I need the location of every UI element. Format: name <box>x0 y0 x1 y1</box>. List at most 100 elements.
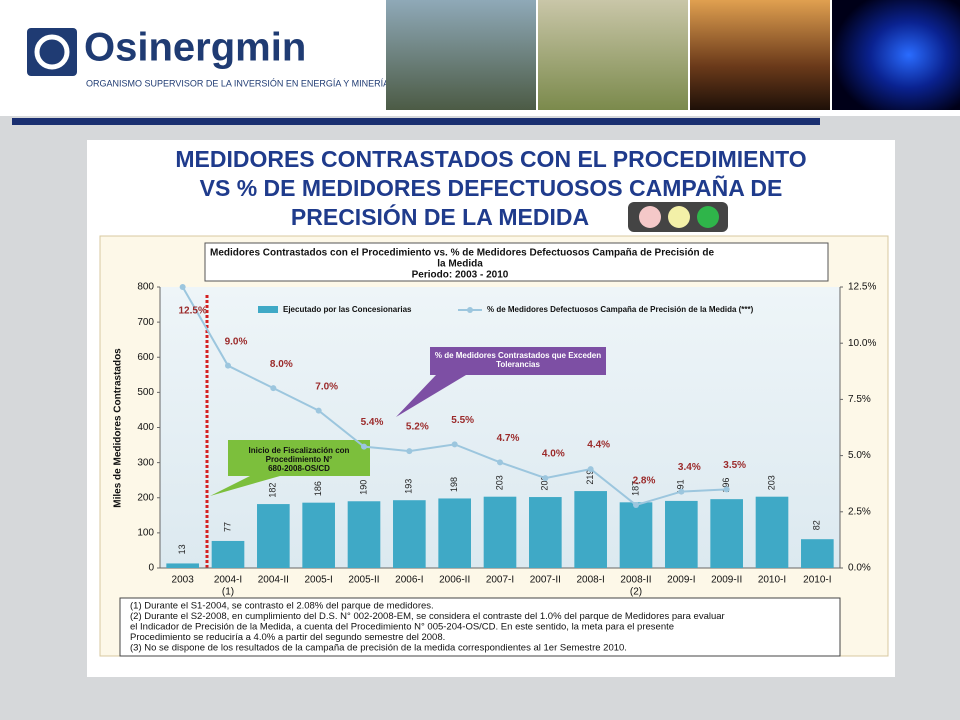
traffic-light <box>697 206 719 228</box>
bar <box>257 504 290 568</box>
line-marker <box>723 486 730 493</box>
y2-tick-label: 0.0% <box>848 563 871 574</box>
x-tick-label: 2007-II <box>530 575 561 586</box>
chart-title: la Medida <box>437 259 483 270</box>
notes-box <box>119 597 841 657</box>
line-marker <box>587 466 594 473</box>
bar-label: 186 <box>313 481 323 496</box>
bar <box>438 498 471 568</box>
bar-label: 187 <box>630 481 640 496</box>
bar <box>574 491 607 568</box>
bar-label: 193 <box>404 479 414 494</box>
line-label: 5.5% <box>451 415 474 426</box>
bar-label: 82 <box>812 520 822 530</box>
bar-label: 219 <box>585 470 595 485</box>
photo <box>386 0 536 110</box>
line-label: 5.4% <box>361 417 384 428</box>
x-tick-label: 2010-I <box>803 575 831 586</box>
y-tick-label: 600 <box>137 352 154 363</box>
y-tick-label: 700 <box>137 317 154 328</box>
photo <box>832 0 960 110</box>
y2-tick-label: 2.5% <box>848 506 871 517</box>
x-tick-label: 2003 <box>172 575 195 586</box>
line-label: 5.2% <box>406 422 429 433</box>
bar <box>302 502 335 568</box>
line-label: 3.5% <box>723 460 746 471</box>
line-label: 3.4% <box>678 462 701 473</box>
note: el Indicador de Precisión de la Medida, … <box>130 622 674 633</box>
line-label: 8.0% <box>270 359 293 370</box>
legend-label: % de Medidores Defectuosos Campaña de Pr… <box>487 305 754 314</box>
logo-icon <box>34 34 70 70</box>
y2-tick-label: 12.5% <box>848 282 876 293</box>
y-tick-label: 500 <box>137 387 154 398</box>
x-tick-note: (1) <box>222 587 234 598</box>
traffic-light <box>639 206 661 228</box>
x-tick-label: 2009-I <box>667 575 695 586</box>
line-marker <box>315 407 322 414</box>
line-marker <box>542 475 549 482</box>
slide-title: VS % DE MEDIDORES DEFECTUOSOS CAMPAÑA DE <box>200 174 783 201</box>
x-tick-label: 2004-I <box>214 575 242 586</box>
logo-text: Osinergmin <box>84 26 306 70</box>
traffic-light <box>668 206 690 228</box>
photo <box>690 0 830 110</box>
x-tick-note: (2) <box>630 587 642 598</box>
line-marker <box>633 502 639 509</box>
legend-swatch <box>467 307 473 313</box>
y2-tick-label: 5.0% <box>848 450 871 461</box>
line-marker <box>270 385 277 392</box>
bar <box>393 500 426 568</box>
slide-title: PRECISIÓN DE LA MEDIDA <box>291 203 589 230</box>
y2-tick-label: 10.0% <box>848 338 876 349</box>
bar-label: 77 <box>222 522 232 532</box>
bar <box>483 496 517 568</box>
bar-label: 198 <box>449 477 459 492</box>
bar-label: 13 <box>177 544 187 554</box>
x-tick-label: 2006-I <box>395 575 423 586</box>
y-tick-label: 400 <box>137 422 154 433</box>
bar <box>619 502 653 568</box>
note: Procedimiento se reduciría a 4.0% a part… <box>130 632 445 643</box>
bar-label: 196 <box>721 478 731 493</box>
y-axis-label: Miles de Medidores Contrastados <box>113 348 124 508</box>
callout-text: % de Medidores Contrastados que Exceden T… <box>435 351 601 369</box>
y2-tick-label: 7.5% <box>848 394 871 405</box>
line-label: 4.0% <box>542 449 565 460</box>
line-marker <box>678 488 685 495</box>
bar <box>529 497 562 568</box>
bar <box>347 501 381 568</box>
line-label: 12.5% <box>178 306 206 317</box>
note: (2) Durante el S2-2008, en cumplimiento … <box>130 611 725 622</box>
line-marker <box>451 441 458 448</box>
callout <box>396 347 606 417</box>
x-tick-label: 2008-I <box>576 575 604 586</box>
chart-title: Periodo: 2003 - 2010 <box>412 270 509 281</box>
x-tick-label: 2007-I <box>486 575 514 586</box>
chart-title: Medidores Contrastados con el Procedimie… <box>210 248 714 259</box>
line-marker <box>497 459 503 466</box>
x-tick-label: 2010-I <box>758 575 786 586</box>
bar <box>665 500 698 568</box>
line-label: 4.7% <box>497 433 520 444</box>
x-tick-label: 2005-II <box>348 575 379 586</box>
bar <box>211 540 245 568</box>
divider <box>12 118 820 125</box>
y-tick-label: 100 <box>137 528 154 539</box>
line-label: 7.0% <box>315 381 338 392</box>
x-tick-label: 2008-II <box>620 575 651 586</box>
callout <box>210 440 370 496</box>
y-tick-label: 200 <box>137 492 154 503</box>
note: (1) Durante el S1-2004, se contrasto el … <box>130 601 434 612</box>
line-marker <box>225 362 231 369</box>
line-label: 9.0% <box>225 336 248 347</box>
y-tick-label: 800 <box>137 282 154 293</box>
y-tick-label: 0 <box>148 563 154 574</box>
bar-label: 203 <box>494 475 504 490</box>
bar-label: 191 <box>676 479 686 494</box>
bar <box>710 499 743 568</box>
x-tick-label: 2006-II <box>439 575 470 586</box>
x-tick-label: 2005-I <box>304 575 332 586</box>
x-tick-label: 2004-II <box>258 575 289 586</box>
